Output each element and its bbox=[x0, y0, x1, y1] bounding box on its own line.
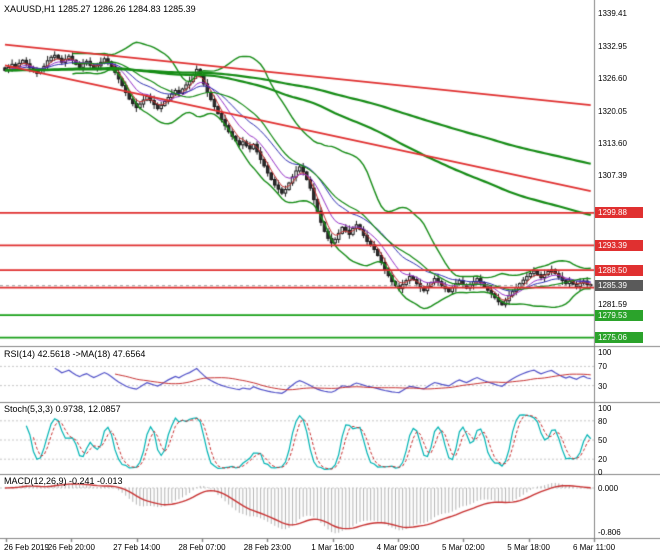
price-tick: 1326.60 bbox=[598, 73, 627, 83]
price-badge-support: 1279.53 bbox=[595, 309, 643, 321]
time-label: 28 Feb 23:00 bbox=[243, 543, 291, 552]
rsi-tick: 30 bbox=[598, 381, 607, 391]
macd-label: MACD(12,26,9) -0.241 -0.013 bbox=[4, 476, 123, 486]
time-label: 28 Feb 07:00 bbox=[178, 543, 226, 552]
time-label: 26 Feb 2019 bbox=[4, 543, 49, 552]
price-badge-resistance: 1299.88 bbox=[595, 207, 643, 219]
time-label: 27 Feb 14:00 bbox=[113, 543, 161, 552]
rsi-label: RSI(14) 42.5618 ->MA(18) 47.6564 bbox=[4, 349, 146, 359]
price-badge-current: 1285.39 bbox=[595, 280, 643, 292]
price-tick: 1320.05 bbox=[598, 106, 627, 116]
time-label: 5 Mar 02:00 bbox=[441, 543, 485, 552]
time-label: 1 Mar 16:00 bbox=[311, 543, 355, 552]
price-badge-support: 1275.06 bbox=[595, 332, 643, 344]
rsi-tick: 100 bbox=[598, 348, 612, 357]
price-tick: 1339.41 bbox=[598, 9, 627, 19]
time-label: 5 Mar 18:00 bbox=[507, 543, 551, 552]
time-label: 26 Feb 20:00 bbox=[47, 543, 95, 552]
price-tick: 1281.59 bbox=[598, 300, 627, 310]
stoch-tick: 100 bbox=[598, 404, 612, 413]
price-tick: 1313.60 bbox=[598, 139, 627, 149]
price-badge-resistance: 1288.50 bbox=[595, 264, 643, 276]
stoch-tick: 50 bbox=[598, 436, 607, 445]
stoch-tick: 20 bbox=[598, 455, 607, 465]
price-tick: 1307.39 bbox=[598, 170, 627, 180]
rsi-tick: 70 bbox=[598, 362, 607, 372]
macd-tick-zero: 0.000 bbox=[598, 483, 619, 493]
stoch-tick: 80 bbox=[598, 416, 607, 426]
chart-title: XAUUSD,H1 1285.27 1286.26 1284.83 1285.3… bbox=[4, 4, 196, 14]
time-label: 4 Mar 09:00 bbox=[376, 543, 420, 552]
stoch-tick: 0 bbox=[598, 468, 603, 477]
stoch-label: Stoch(5,3,3) 0.9738, 12.0857 bbox=[4, 404, 121, 414]
price-tick: 1332.95 bbox=[598, 41, 627, 51]
time-label: 6 Mar 11:00 bbox=[572, 543, 616, 552]
price-badge-resistance: 1293.39 bbox=[595, 239, 643, 251]
macd-tick-min: -0.806 bbox=[598, 528, 621, 537]
